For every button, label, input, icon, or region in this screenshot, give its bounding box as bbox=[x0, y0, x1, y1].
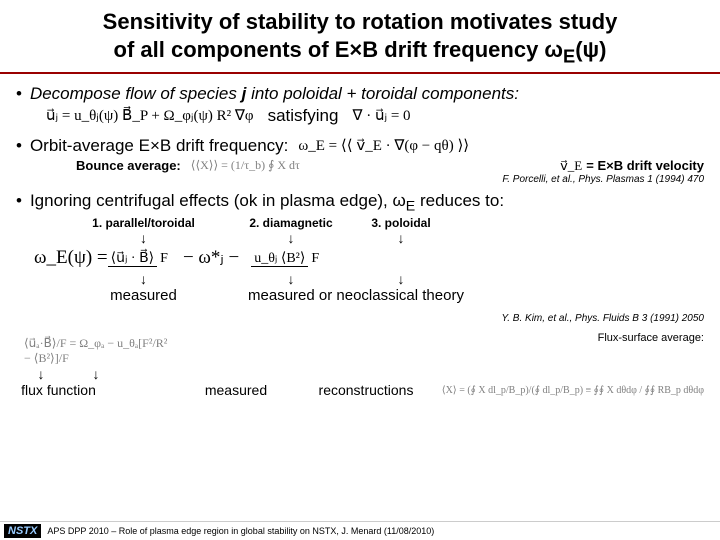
bullet-3: Ignoring centrifugal effects (ok in plas… bbox=[16, 191, 704, 214]
footer-text: APS DPP 2010 – Role of plasma edge regio… bbox=[47, 526, 434, 536]
term-1-label: 1. parallel/toroidal bbox=[56, 216, 231, 230]
slide-title: Sensitivity of stability to rotation mot… bbox=[0, 0, 720, 74]
measured-2: measured bbox=[176, 382, 296, 398]
eq-sub-flow: ⟨u⃗ₐ·B⃗⟩/F = Ω_φₐ − u_θₐ[F²/R² − ⟨B²⟩]/F bbox=[24, 336, 176, 366]
bullet-1: Decompose flow of species j into poloida… bbox=[16, 84, 704, 104]
eq-omega-e: ω_E = ⟨⟨ v⃗_E · ∇(φ − qθ) ⟩⟩ bbox=[298, 136, 469, 155]
eq-flow: u⃗ⱼ = u_θⱼ(ψ) B⃗_P + Ω_φⱼ(ψ) R² ∇φ bbox=[46, 106, 254, 125]
term-2-label: 2. diamagnetic bbox=[231, 216, 351, 230]
eq-fsavg: ⟨X⟩ = (∮ X dl_p/B_p)/(∮ dl_p/B_p) ≡ ∮∮ X… bbox=[442, 385, 704, 396]
ve-label: = E×B drift velocity bbox=[586, 158, 704, 173]
ref-porcelli: F. Porcelli, et al., Phys. Plasmas 1 (19… bbox=[16, 174, 704, 185]
footer: NSTX APS DPP 2010 – Role of plasma edge … bbox=[0, 521, 720, 540]
eq-div: ∇ · u⃗ⱼ = 0 bbox=[352, 106, 410, 125]
term-3-label: 3. poloidal bbox=[351, 216, 451, 230]
reconstructions-label: reconstructions bbox=[296, 382, 436, 398]
flux-surf-avg-label: Flux-surface average: bbox=[598, 332, 704, 344]
eq-bounce: ⟨⟨X⟩⟩ = (1/τ_b) ∮ X dτ bbox=[191, 158, 300, 173]
eq-main: ω_E(ψ) = ⟨u⃗ⱼ · B⃗⟩F − ω*ⱼ − u_θⱼ ⟨B²⟩F bbox=[34, 246, 704, 269]
nstx-logo: NSTX bbox=[4, 524, 41, 538]
satisfying-label: satisfying bbox=[268, 106, 339, 126]
measured-1: measured bbox=[56, 287, 231, 304]
bounce-avg-label: Bounce average: bbox=[76, 158, 181, 173]
ref-kim: Y. B. Kim, et al., Phys. Fluids B 3 (199… bbox=[501, 313, 704, 324]
bullet-2: Orbit-average E×B drift frequency: ω_E =… bbox=[16, 136, 704, 156]
measured-or-neo: measured or neoclassical theory bbox=[231, 287, 481, 304]
flux-function-label: flux function bbox=[16, 382, 101, 398]
